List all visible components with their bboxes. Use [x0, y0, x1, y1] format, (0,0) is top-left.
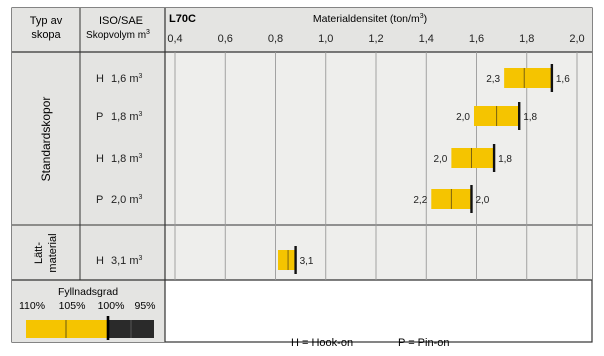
row-volume-label: 1,8 m3 [111, 111, 143, 123]
header-type-label-1: Typ av [30, 15, 63, 27]
key-hook-on: H = Hook-on [291, 337, 353, 349]
x-axis-title-end: ) [424, 13, 428, 25]
x-axis-title-text: Materialdensitet (ton/m [313, 13, 420, 25]
row-volume-sup: 3 [139, 153, 143, 160]
header-type-label-2: skopa [31, 29, 61, 41]
x-tick-label: 1,6 [469, 33, 484, 45]
header-background [12, 8, 592, 52]
x-tick-label: 2,0 [569, 33, 584, 45]
row-volume-text: 3,1 m [111, 255, 139, 267]
row-volume-sup: 3 [139, 255, 143, 262]
bar-low-label: 2,0 [456, 112, 470, 123]
grid-background [165, 52, 592, 280]
fill-label-105: 105% [59, 300, 86, 312]
bar-high-label: 3,1 [300, 256, 314, 267]
row-type-label: H [96, 73, 104, 85]
fill-label-110: 110% [19, 300, 45, 312]
fill-legend-title: Fyllnadsgrad [58, 286, 118, 298]
x-tick-label: 1,0 [318, 33, 333, 45]
row-type-label: P [96, 111, 103, 123]
row-type-label: H [96, 255, 104, 267]
row-volume-text: 1,6 m [111, 73, 139, 85]
group-label-standard: Standardskopor [39, 97, 53, 182]
bar-high-label: 1,6 [556, 74, 570, 85]
row-volume-sup: 3 [139, 111, 143, 118]
row-label-layer: H 1,6 m3P 1,8 m3H 1,8 m3P 2,0 m3H 3,1 m3 [96, 73, 143, 267]
header-volume-text: Skopvolym m [86, 30, 146, 41]
left-column-background [12, 52, 165, 280]
group-label-light-1: Lätt- [33, 242, 45, 264]
bar-low-label: 2,2 [413, 195, 427, 206]
x-tick-label: 0,8 [268, 33, 283, 45]
row-volume-text: 2,0 m [111, 194, 139, 206]
x-tick-label: 0,4 [167, 33, 182, 45]
x-tick-label: 1,4 [419, 33, 434, 45]
bar-low-label: 2,3 [486, 74, 500, 85]
x-axis-title-sup: 3 [420, 13, 424, 20]
bar-high-label: 2,0 [475, 195, 489, 206]
bar-layer: 2,3 1,6 2,0 1,8 2,0 1,8 2,2 2,0 3,1 [278, 64, 570, 274]
row-volume-sup: 3 [139, 73, 143, 80]
group-label-light-2: material [47, 233, 59, 272]
key-pin-on: P = Pin-on [398, 337, 449, 349]
x-axis-title: Materialdensitet (ton/m3) [313, 13, 427, 25]
bar-low-label: 2,0 [433, 154, 447, 165]
density-range-bar [504, 68, 552, 88]
x-tick-label: 0,6 [218, 33, 233, 45]
density-range-bar [278, 250, 296, 270]
row-volume-text: 1,8 m [111, 153, 139, 165]
model-label: L70C [169, 13, 196, 25]
x-tick-label: 1,8 [519, 33, 534, 45]
fill-legend-yellow-bar [26, 320, 108, 338]
fill-label-95: 95% [134, 300, 155, 312]
row-volume-sup: 3 [139, 194, 143, 201]
row-type-label: P [96, 194, 103, 206]
row-volume-label: 1,8 m3 [111, 153, 143, 165]
x-tick-label: 1,2 [368, 33, 383, 45]
tick-layer: 0,4 0,6 0,8 1,0 1,2 1,4 1,6 1,8 2,0 [167, 33, 584, 45]
header-volume-sup: 3 [146, 29, 150, 36]
row-volume-text: 1,8 m [111, 111, 139, 123]
row-volume-label: 1,6 m3 [111, 73, 143, 85]
fill-label-100: 100% [98, 300, 125, 312]
header-standard-label: ISO/SAE [99, 15, 143, 27]
grid-layer [174, 52, 578, 280]
bar-high-label: 1,8 [498, 154, 512, 165]
row-type-label: H [96, 153, 104, 165]
row-volume-label: 3,1 m3 [111, 255, 143, 267]
bar-high-label: 1,8 [523, 112, 537, 123]
row-volume-label: 2,0 m3 [111, 194, 143, 206]
header-volume-label: Skopvolym m3 [86, 29, 150, 41]
density-range-bar [451, 148, 495, 168]
